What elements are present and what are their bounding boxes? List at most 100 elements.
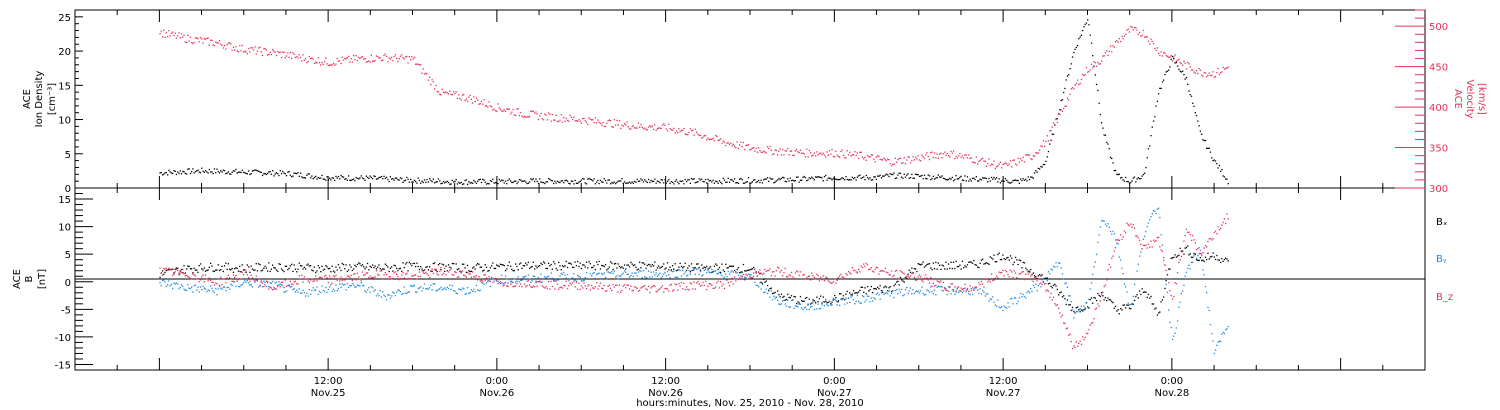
- velocity-point: [394, 54, 397, 56]
- by-point: [798, 303, 800, 305]
- density-point: [466, 183, 469, 185]
- bz-point: [563, 284, 565, 287]
- bx-point: [1011, 257, 1013, 259]
- bz-point: [1164, 264, 1166, 266]
- bz-point: [1104, 284, 1107, 286]
- bz-point: [322, 278, 324, 280]
- by-point: [965, 291, 967, 293]
- bx-point: [677, 269, 679, 271]
- bx-point: [850, 294, 852, 296]
- density-point: [560, 180, 562, 182]
- velocity-point: [852, 153, 855, 156]
- bz-point: [1213, 231, 1215, 234]
- bz-point: [1109, 266, 1112, 268]
- bx-point: [558, 261, 560, 264]
- density-point: [951, 176, 953, 179]
- bz-point: [502, 285, 504, 287]
- velocity-point: [246, 53, 248, 55]
- density-point: [215, 172, 217, 174]
- bz-point: [817, 274, 819, 277]
- bz-point: [847, 270, 850, 273]
- bottom-left-label-1: ACE: [12, 269, 23, 289]
- by-point: [1087, 306, 1089, 309]
- by-point: [1049, 273, 1051, 275]
- by-point: [945, 288, 947, 290]
- bx-point: [728, 265, 731, 267]
- bx-point: [612, 268, 614, 271]
- bx-point: [298, 262, 300, 264]
- bx-point: [507, 264, 509, 267]
- density-point: [817, 176, 819, 178]
- density-point: [258, 170, 260, 172]
- bx-point: [1168, 268, 1170, 270]
- by-point: [916, 290, 918, 292]
- velocity-point: [1035, 152, 1037, 154]
- bz-point: [596, 282, 598, 284]
- density-point: [268, 171, 270, 173]
- density-point: [1095, 83, 1098, 86]
- bz-point: [789, 275, 791, 277]
- density-point: [635, 181, 637, 183]
- bz-point: [479, 280, 481, 282]
- bx-point: [1113, 307, 1115, 309]
- bz-point: [978, 282, 980, 284]
- by-series: [159, 207, 1229, 355]
- bz-point: [225, 282, 227, 284]
- bz-point: [868, 269, 870, 271]
- bx-point: [497, 265, 499, 267]
- bz-point: [599, 282, 602, 284]
- by-point: [850, 296, 852, 298]
- velocity-point: [887, 158, 889, 160]
- density-point: [904, 176, 907, 178]
- bx-point: [1201, 259, 1203, 262]
- by-point: [984, 295, 986, 297]
- density-point: [421, 180, 423, 182]
- velocity-point: [808, 149, 810, 152]
- by-point: [570, 277, 572, 279]
- velocity-point: [768, 147, 770, 150]
- density-point: [725, 181, 727, 183]
- velocity-point: [578, 119, 580, 121]
- bx-point: [1103, 299, 1105, 301]
- bx-point: [672, 265, 674, 267]
- bz-point: [498, 278, 500, 281]
- velocity-point: [871, 154, 874, 156]
- by-point: [636, 275, 638, 277]
- bx-point: [806, 296, 808, 299]
- density-point: [1187, 83, 1189, 85]
- bz-point: [450, 268, 452, 270]
- bz-point: [861, 266, 864, 269]
- b-tick-label: 15: [58, 195, 71, 206]
- velocity-point: [921, 154, 923, 156]
- density-point: [487, 182, 489, 184]
- density-point: [744, 182, 746, 184]
- bz-point: [908, 276, 910, 278]
- density-point: [575, 182, 578, 184]
- velocity-point: [1071, 87, 1074, 89]
- velocity-point: [771, 153, 774, 156]
- density-point: [573, 183, 575, 185]
- velocity-point: [1176, 59, 1179, 61]
- bx-point: [725, 263, 727, 265]
- bz-point: [627, 284, 629, 287]
- velocity-point: [436, 90, 438, 92]
- by-point: [1173, 335, 1175, 337]
- density-point: [855, 179, 857, 181]
- velocity-point: [192, 42, 194, 45]
- density-point: [566, 180, 569, 182]
- bz-point: [959, 290, 961, 292]
- by-point: [402, 293, 404, 295]
- bx-point: [620, 267, 622, 269]
- by-point: [254, 281, 256, 283]
- bx-point: [269, 270, 271, 273]
- density-point: [460, 181, 462, 184]
- density-point: [267, 172, 269, 175]
- density-point: [683, 183, 685, 185]
- density-point: [1084, 23, 1086, 26]
- bx-point: [536, 267, 538, 269]
- velocity-point: [1016, 164, 1018, 166]
- bz-point: [720, 281, 722, 283]
- by-point: [913, 292, 915, 295]
- bx-point: [1112, 302, 1114, 304]
- by-point: [626, 273, 628, 276]
